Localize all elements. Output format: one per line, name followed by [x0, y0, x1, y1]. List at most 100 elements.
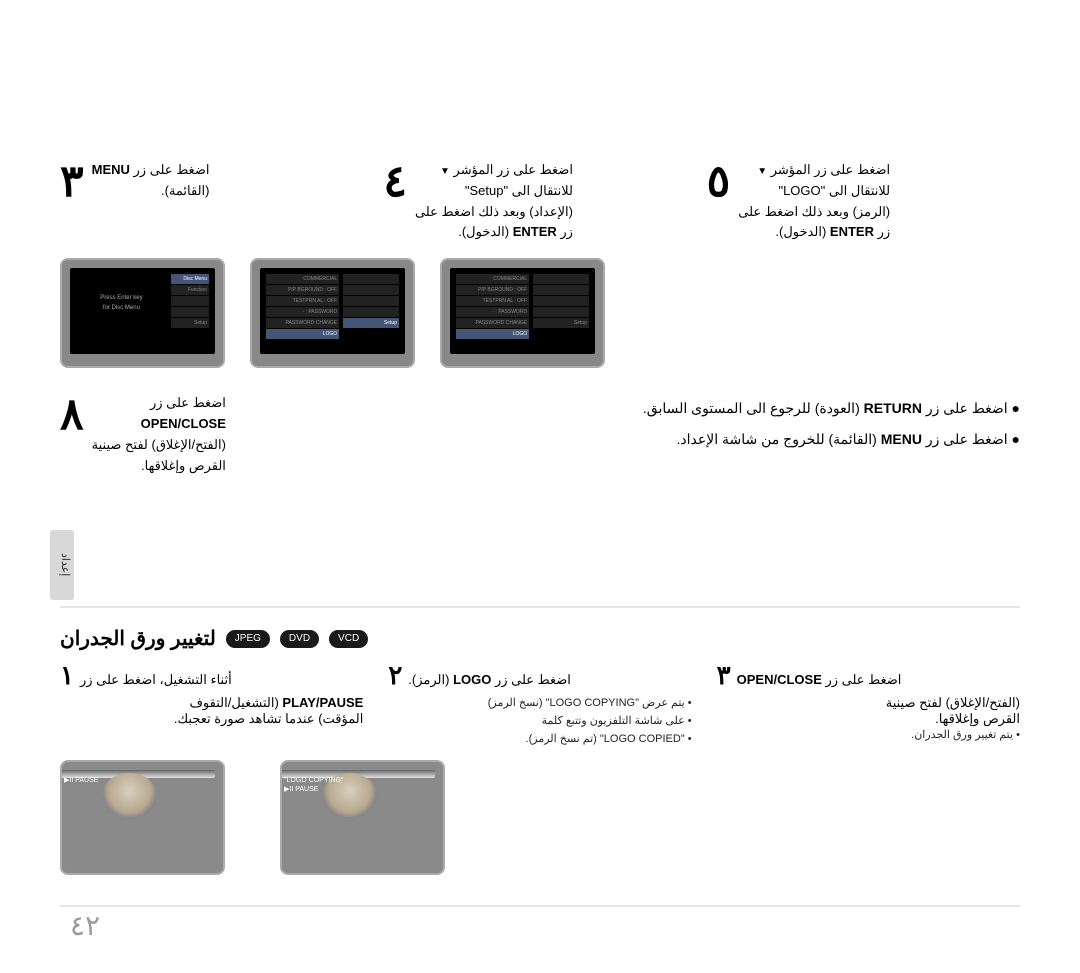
menu-item: LOGO [266, 329, 339, 339]
menu-item: PASSWORD CHANGE [266, 318, 339, 328]
step-4: ٤ اضغط على زر المؤشر للانتقال الى "Setup… [383, 160, 696, 243]
text: (الإعداد) وبعد ذلك اضغط على [415, 204, 573, 219]
step-3: ٣ اضغط على زر MENU (القائمة). [60, 160, 373, 243]
step-number: ٤ [383, 160, 407, 204]
mid-row: ٨ اضغط على زر OPEN/CLOSE (الفتح/الإغلاق)… [60, 393, 1020, 476]
step-head: أثناء التشغيل، اضغط على زر [80, 672, 232, 688]
step-text: اضغط على زر المؤشر للانتقال الى "Setup" … [415, 160, 573, 243]
tv-message: Press Enter keyfor Disc Menu [76, 274, 167, 348]
notes-bullets: اضغط على زر RETURN (العودة) للرجوع الى ا… [270, 393, 1020, 455]
step-number: ٥ [707, 160, 731, 204]
text: للانتقال الى "Setup" [465, 183, 573, 198]
step-text: PLAY/PAUSE (التشغيل/التقوف المؤقت) عندما… [60, 695, 363, 727]
step-text: اضغط على زر المؤشر للانتقال الى "LOGO" (… [738, 160, 890, 243]
tv-screen-setup: Setup COMMERCIAL P/P BGROUND : OFF TESTP… [250, 258, 415, 368]
return-label: RETURN [864, 400, 922, 416]
step-number: ٣ [60, 160, 84, 204]
step-text: اضغط على زر OPEN/CLOSE (الفتح/الإغلاق) ل… [92, 393, 226, 476]
open-close-label: OPEN/CLOSE [737, 672, 822, 687]
top-steps-row: ٣ اضغط على زر MENU (القائمة). ٤ اضغط على… [60, 160, 1020, 243]
text: اضغط على زر [491, 672, 571, 687]
text: للانتقال الى "LOGO" [778, 183, 890, 198]
bottom-step-3: ٣ اضغط على زر OPEN/CLOSE (الفتح/الإغلاق)… [717, 661, 1020, 748]
copying-overlay: "LOGO COPYING"▶II PAUSE [284, 776, 343, 794]
step-head: اضغط على زر LOGO (الرمز). [408, 672, 571, 688]
step-5: ٥ اضغط على زر المؤشر للانتقال الى "LOGO"… [707, 160, 1020, 243]
menu-item: Setup [533, 318, 589, 328]
menu-item [533, 274, 589, 284]
manual-page: ٣ اضغط على زر MENU (القائمة). ٤ اضغط على… [60, 160, 1020, 907]
text: القرص وإغلاقها. [935, 711, 1020, 726]
menu-item: Setup [171, 318, 209, 328]
text: (العودة) للرجوع الى المستوى السابق. [643, 400, 864, 416]
menu-item: PASSWORD : - [266, 307, 339, 317]
text: (الرمز). [408, 672, 453, 687]
list-item: يتم تغيير ورق الجدران. [717, 727, 1020, 745]
menu-item: PASSWORD : - [456, 307, 529, 317]
step-head: اضغط على زر OPEN/CLOSE [737, 672, 902, 688]
text: اضغط على زر [130, 162, 210, 177]
badge-jpeg: JPEG [226, 630, 270, 648]
bullet-return: اضغط على زر RETURN (العودة) للرجوع الى ا… [270, 393, 1020, 424]
text: (القائمة). [161, 183, 209, 198]
tv-screens-row: Disc Menu Function Setup Press Enter key… [60, 258, 1020, 368]
page-number: ٤٢ [70, 909, 100, 943]
menu-item: COMMERCIAL [266, 274, 339, 284]
text: (القائمة) للخروج من شاشة الإعداد. [677, 431, 881, 447]
enter-label: ENTER [830, 224, 874, 239]
menu-item [533, 296, 589, 306]
list-item: يتم عرض "LOGO COPYING" (نسخ الرمز) [388, 695, 691, 713]
text: اضغط على زر [922, 431, 1008, 447]
section-title: لتغيير ورق الجدران [60, 626, 216, 651]
step-8: ٨ اضغط على زر OPEN/CLOSE (الفتح/الإغلاق)… [60, 393, 240, 476]
step-sublist: يتم عرض "LOGO COPYING" (نسخ الرمز) على ش… [388, 695, 691, 748]
tv-screen-menu-1: Disc Menu Function Setup Press Enter key… [60, 258, 225, 368]
bottom-step-2: ٢ اضغط على زر LOGO (الرمز). يتم عرض "LOG… [388, 661, 691, 748]
bottom-steps-row: ١ أثناء التشغيل، اضغط على زر PLAY/PAUSE … [60, 661, 1020, 748]
menu-item: TESTPRN AL : OFF [266, 296, 339, 306]
tv-baby-pause: ▶II PAUSE [60, 760, 225, 875]
side-tab: إعداد [50, 530, 74, 600]
bullet-menu: اضغط على زر MENU (القائمة) للخروج من شاش… [270, 424, 1020, 455]
section-header: لتغيير ورق الجدران JPEG DVD VCD [60, 626, 1020, 651]
text: (الرمز) وبعد ذلك اضغط على [738, 204, 890, 219]
text: (الفتح/الإغلاق) لفتح صينية [92, 437, 226, 452]
tv-baby-copying: "LOGO COPYING"▶II PAUSE [280, 760, 445, 875]
open-close-label: OPEN/CLOSE [141, 416, 226, 431]
down-arrow-icon [440, 162, 450, 177]
text: اضغط على زر [150, 395, 226, 410]
menu-item: Function [171, 285, 209, 295]
bottom-step-1: ١ أثناء التشغيل، اضغط على زر PLAY/PAUSE … [60, 661, 363, 748]
text: (الدخول). [458, 224, 512, 239]
text: اضغط على زر [922, 400, 1008, 416]
text: (الدخول). [775, 224, 829, 239]
baby-image [102, 773, 157, 818]
text: المؤقت) عندما تشاهد صورة تعجبك. [174, 711, 363, 726]
menu-item: Disc Menu [171, 274, 209, 284]
text: (التشغيل/التقوف [189, 695, 282, 710]
text: القرص وإغلاقها. [141, 458, 226, 473]
step-text: (الفتح/الإغلاق) لفتح صينية القرص وإغلاقه… [717, 695, 1020, 727]
menu-item: COMMERCIAL [456, 274, 529, 284]
step-sublist: يتم تغيير ورق الجدران. [717, 727, 1020, 745]
badge-dvd: DVD [280, 630, 319, 648]
list-item: "LOGO COPIED" (تم نسخ الرمز). [388, 731, 691, 749]
menu-item: PASSWORD CHANGE [456, 318, 529, 328]
menu-item: LOGO [456, 329, 529, 339]
menu-item: P/P BGROUND : OFF [456, 285, 529, 295]
menu-label: MENU [92, 162, 130, 177]
step-number: ٨ [60, 393, 84, 476]
menu-item [343, 307, 399, 317]
step-text: اضغط على زر MENU (القائمة). [92, 160, 210, 202]
text: (الفتح/الإغلاق) لفتح صينية [886, 695, 1020, 710]
menu-item: P/P BGROUND : OFF [266, 285, 339, 295]
menu-item [171, 307, 209, 317]
list-item: على شاشة التلفزيون وتتبع كلمة [388, 713, 691, 731]
menu-item: Setup [343, 318, 399, 328]
play-pause-label: PLAY/PAUSE [282, 695, 363, 710]
menu-item [533, 307, 589, 317]
logo-label: LOGO [453, 672, 491, 687]
enter-label: ENTER [513, 224, 557, 239]
step-number: ١ [60, 661, 74, 691]
badge-vcd: VCD [329, 630, 368, 648]
